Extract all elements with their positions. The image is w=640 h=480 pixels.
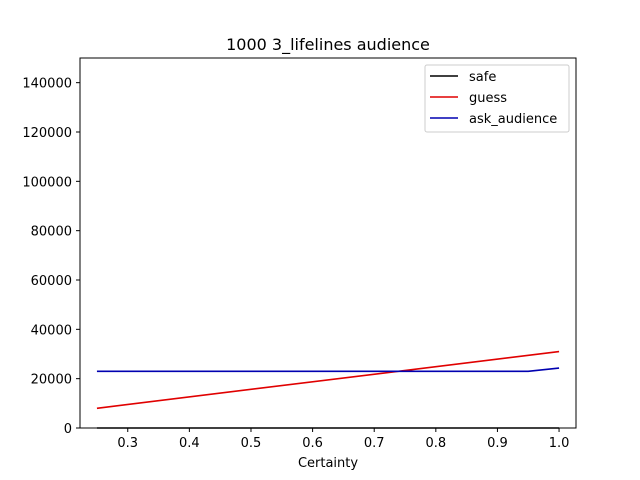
y-tick-label: 120000 [22, 126, 72, 141]
x-axis-ticks: 0.3 0.4 0.5 0.6 0.7 0.8 0.9 1.0 [117, 428, 569, 451]
series-line-guess [96, 350, 560, 410]
x-tick-label: 0.6 [302, 436, 323, 451]
x-tick-label: 0.8 [425, 436, 446, 451]
y-tick-label: 0 [64, 422, 72, 437]
y-tick-label: 20000 [31, 373, 72, 388]
x-tick-label: 0.3 [117, 436, 138, 451]
legend-box [424, 64, 570, 133]
x-axis-label: Certainty [298, 456, 358, 471]
x-tick-label: 0.9 [487, 436, 508, 451]
series-line-ask-audience [96, 367, 560, 373]
axes-layer [79, 57, 577, 429]
x-tick-label: 0.7 [364, 436, 385, 451]
x-tick-label: 1.0 [549, 436, 570, 451]
y-tick-label: 140000 [22, 77, 72, 92]
legend: safe guess ask_audience [424, 64, 570, 133]
chart-title: 1000 3_lifelines audience [226, 35, 430, 55]
x-tick-label: 0.4 [179, 436, 200, 451]
y-tick-label: 100000 [22, 175, 72, 190]
legend-label-ask-audience: ask_audience [469, 112, 557, 127]
legend-label-guess: guess [469, 91, 507, 106]
axes-frame [79, 57, 577, 429]
y-tick-label: 40000 [31, 323, 72, 338]
y-tick-label: 80000 [31, 225, 72, 240]
x-tick-label: 0.5 [241, 436, 262, 451]
legend-label-safe: safe [469, 70, 496, 85]
y-tick-label: 60000 [31, 274, 72, 289]
y-axis-ticks: 0 20000 40000 60000 80000 100000 120000 140000 [22, 77, 80, 437]
